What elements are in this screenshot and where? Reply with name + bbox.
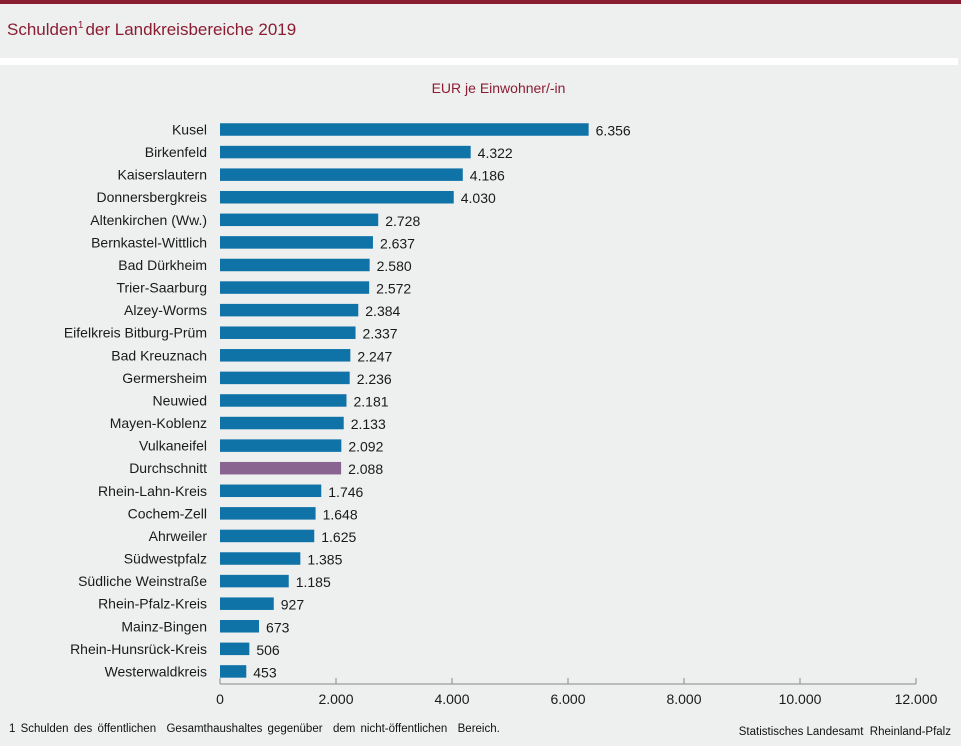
category-label: Birkenfeld <box>145 144 207 160</box>
bar <box>220 665 247 678</box>
category-label: Kaiserslautern <box>118 167 208 183</box>
header-separator <box>0 58 958 65</box>
value-label: 1.385 <box>307 552 342 568</box>
category-label: Rhein-Hunsrück-Kreis <box>70 641 207 657</box>
value-label: 453 <box>253 664 277 680</box>
bar <box>220 597 274 610</box>
bar <box>220 484 322 498</box>
category-label: Rhein-Lahn-Kreis <box>98 483 207 499</box>
bar <box>220 416 344 430</box>
bar <box>220 213 379 227</box>
bar <box>220 574 289 588</box>
category-label: Bad Dürkheim <box>118 257 207 273</box>
value-label: 2.181 <box>353 393 388 409</box>
value-label: 1.648 <box>323 506 358 522</box>
value-label: 4.322 <box>478 145 513 161</box>
value-label: 2.337 <box>363 326 398 342</box>
footnote: 1 Schulden des öffentlichen Gesamthausha… <box>9 723 500 735</box>
x-tick-label: 0 <box>216 691 224 707</box>
chart-title: Schulden1 der Landkreisbereiche 2019 <box>7 20 296 40</box>
category-label: Vulkaneifel <box>139 438 207 454</box>
x-tick-label: 2.000 <box>318 691 353 707</box>
bar <box>220 349 351 362</box>
value-label: 4.030 <box>461 190 496 206</box>
bar <box>220 258 370 272</box>
category-label: Bad Kreuznach <box>111 347 207 363</box>
category-label: Germersheim <box>122 370 207 386</box>
bar <box>220 190 454 204</box>
title-main: Schulden <box>7 20 78 39</box>
bar <box>220 168 463 181</box>
value-label: 1.185 <box>296 574 331 590</box>
value-label: 2.247 <box>357 348 392 364</box>
category-label: Südliche Weinstraße <box>78 573 207 589</box>
category-label: Mainz-Bingen <box>121 618 207 634</box>
category-label: Neuwied <box>153 392 207 408</box>
category-label: Kusel <box>172 122 207 138</box>
value-label: 1.625 <box>321 529 356 545</box>
category-label: Bernkastel-Wittlich <box>91 234 207 250</box>
bar <box>220 123 589 136</box>
bar <box>220 145 471 159</box>
bar <box>220 439 342 452</box>
bar <box>220 642 250 656</box>
bar <box>220 620 260 633</box>
value-label: 2.572 <box>376 281 411 297</box>
value-label: 2.637 <box>380 235 415 251</box>
value-label: 506 <box>256 642 280 658</box>
bar <box>220 326 356 339</box>
bar <box>220 303 359 317</box>
value-label: 2.088 <box>348 461 383 477</box>
x-tick-label: 4.000 <box>434 691 469 707</box>
bar <box>220 507 316 520</box>
bar <box>220 552 301 565</box>
category-label: Rhein-Pfalz-Kreis <box>98 596 207 612</box>
title-footnote-marker: 1 <box>77 20 84 31</box>
category-label: Trier-Saarburg <box>116 280 207 296</box>
category-label: Cochem-Zell <box>128 505 207 521</box>
top-accent-bar <box>0 0 961 4</box>
value-label: 1.746 <box>328 484 363 500</box>
value-label: 2.092 <box>348 439 383 455</box>
value-label: 2.580 <box>377 258 412 274</box>
value-label: 4.186 <box>470 168 505 184</box>
title-rest: der Landkreisbereiche 2019 <box>85 20 297 39</box>
category-label: Mayen-Koblenz <box>110 415 207 431</box>
category-label: Alzey-Worms <box>124 302 207 318</box>
value-label: 6.356 <box>596 123 631 139</box>
unit-label: EUR je Einwohner/-in <box>431 80 566 96</box>
category-label: Altenkirchen (Ww.) <box>90 212 207 228</box>
category-label: Eifelkreis Bitburg-Prüm <box>64 325 207 341</box>
value-label: 2.384 <box>365 303 400 319</box>
category-label: Durchschnitt <box>129 460 207 476</box>
value-label: 673 <box>266 619 290 635</box>
value-label: 2.728 <box>385 213 420 229</box>
x-tick-label: 12.000 <box>895 691 938 707</box>
bar <box>220 236 373 249</box>
value-label: 2.133 <box>351 416 386 432</box>
bar <box>220 529 315 543</box>
value-label: 927 <box>281 597 305 613</box>
x-tick-label: 8.000 <box>666 691 701 707</box>
category-label: Westerwaldkreis <box>105 663 207 679</box>
category-label: Südwestpfalz <box>124 551 207 567</box>
value-label: 2.236 <box>357 371 392 387</box>
source-credit: Statistisches Landesamt Rheinland-Pfalz <box>738 726 951 738</box>
category-label: Ahrweiler <box>149 528 208 544</box>
category-label: Donnersbergkreis <box>97 189 208 205</box>
x-tick-label: 6.000 <box>550 691 585 707</box>
bar-average <box>220 461 342 475</box>
bar <box>220 281 370 294</box>
bar <box>220 394 347 407</box>
bar <box>220 371 350 385</box>
x-tick-label: 10.000 <box>779 691 822 707</box>
